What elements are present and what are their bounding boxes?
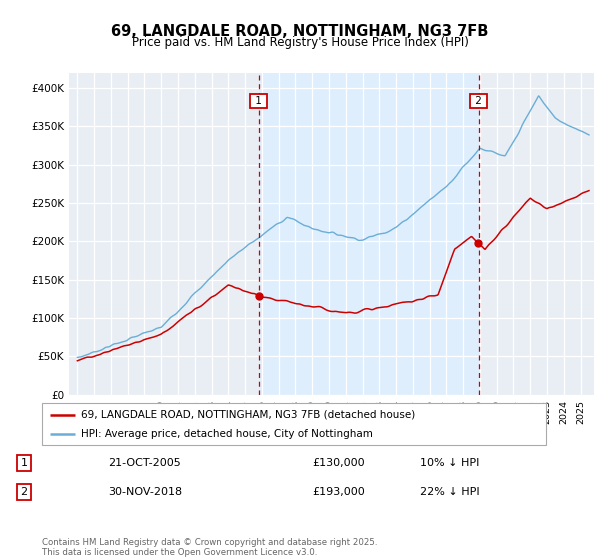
Text: HPI: Average price, detached house, City of Nottingham: HPI: Average price, detached house, City… bbox=[82, 429, 373, 439]
Text: 21-OCT-2005: 21-OCT-2005 bbox=[108, 458, 181, 468]
FancyBboxPatch shape bbox=[42, 403, 546, 445]
Text: 30-NOV-2018: 30-NOV-2018 bbox=[108, 487, 182, 497]
Text: Contains HM Land Registry data © Crown copyright and database right 2025.
This d: Contains HM Land Registry data © Crown c… bbox=[42, 538, 377, 557]
Text: 1: 1 bbox=[252, 96, 265, 106]
Text: 2: 2 bbox=[20, 487, 28, 497]
Text: 69, LANGDALE ROAD, NOTTINGHAM, NG3 7FB: 69, LANGDALE ROAD, NOTTINGHAM, NG3 7FB bbox=[112, 24, 488, 39]
Text: Price paid vs. HM Land Registry's House Price Index (HPI): Price paid vs. HM Land Registry's House … bbox=[131, 36, 469, 49]
Text: 69, LANGDALE ROAD, NOTTINGHAM, NG3 7FB (detached house): 69, LANGDALE ROAD, NOTTINGHAM, NG3 7FB (… bbox=[82, 409, 416, 419]
Text: £130,000: £130,000 bbox=[312, 458, 365, 468]
Bar bbox=[259, 73, 479, 395]
Text: 1: 1 bbox=[20, 458, 28, 468]
Text: 22% ↓ HPI: 22% ↓ HPI bbox=[420, 487, 479, 497]
Text: £193,000: £193,000 bbox=[312, 487, 365, 497]
Text: 2: 2 bbox=[472, 96, 485, 106]
Text: 10% ↓ HPI: 10% ↓ HPI bbox=[420, 458, 479, 468]
